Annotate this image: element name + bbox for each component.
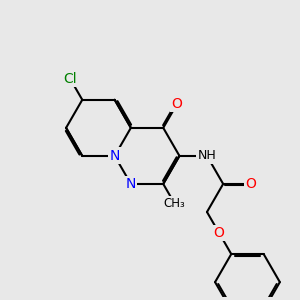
Text: NH: NH <box>198 149 216 162</box>
Text: O: O <box>214 226 225 240</box>
Text: CH₃: CH₃ <box>164 197 185 210</box>
Text: O: O <box>172 97 182 111</box>
Text: Cl: Cl <box>63 72 77 86</box>
Text: N: N <box>110 149 120 163</box>
Text: O: O <box>245 177 256 191</box>
Text: N: N <box>126 177 136 191</box>
